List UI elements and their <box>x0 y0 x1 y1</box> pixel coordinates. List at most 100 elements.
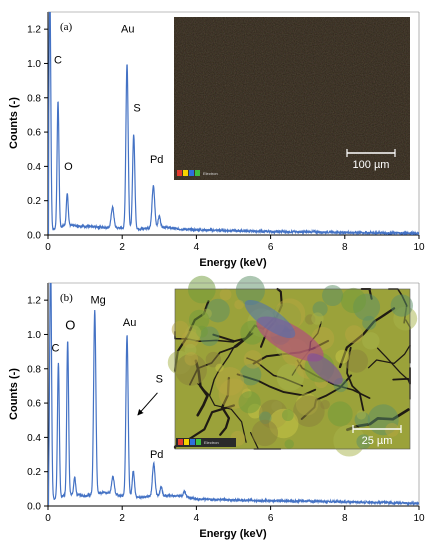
inset-b-region <box>251 419 279 447</box>
panel-a-x-axis-title: Energy (keV) <box>199 257 267 269</box>
panel-a-y-tick-label-3: 0.6 <box>27 128 41 139</box>
inset-b-legend-label: Electron <box>204 440 219 445</box>
inset-b-region <box>205 351 222 368</box>
inset-b-region <box>356 434 372 449</box>
inset-b-region <box>234 299 244 310</box>
panel-a-y-tick-label-0: 0.0 <box>27 231 41 242</box>
panel-a-peak-label-pd: Pd <box>150 154 163 166</box>
panel-b-peak-label-s: S <box>156 373 163 385</box>
inset-a-legend-label: Electron <box>203 171 218 176</box>
inset-b-region-purple <box>307 353 343 385</box>
inset-b-region <box>219 288 232 301</box>
inset-b-legend-swatch-3 <box>190 439 195 445</box>
panel-a-peak-label-c: C <box>54 54 62 66</box>
inset-b-legend-bg <box>176 438 236 447</box>
inset-b-region <box>293 395 325 428</box>
panel-b-axes <box>47 282 420 507</box>
inset-b-region <box>320 399 330 410</box>
inset-a-legend: Electron <box>177 170 218 176</box>
inset-b-legend: Electron <box>176 438 236 447</box>
inset-b-legend-swatch-1 <box>178 439 183 445</box>
panel-b-y-tick-label-0: 0.0 <box>27 502 41 513</box>
panel-a: 100 µm Electron 0 2 4 6 8 10 0.0 0.2 0.4 0.6 0.8 1.… <box>8 11 425 269</box>
panel-b-y-axis-title: Counts (-) <box>8 368 20 420</box>
inset-b-region <box>311 312 324 325</box>
panel-a-x-tick-label-3: 6 <box>268 242 274 253</box>
inset-a-element-map: 100 µm Electron <box>174 17 410 180</box>
panel-b-s-arrow <box>137 392 158 416</box>
panel-a-y-axis-title: Counts (-) <box>8 97 20 149</box>
panel-b-x-axis-title: Energy (keV) <box>199 528 267 540</box>
panel-b-peak-label-c: C <box>51 343 59 355</box>
inset-b-element-map: 25 µm Electron <box>167 275 418 457</box>
inset-b-legend-swatch-2 <box>184 439 189 445</box>
inset-b-region <box>185 325 202 342</box>
inset-b-region <box>322 284 344 307</box>
panel-b-y-tick-label-4: 0.8 <box>27 364 41 375</box>
panel-a-x-tick-label-1: 2 <box>119 242 125 253</box>
panel-a-label: (a) <box>60 21 73 33</box>
inset-b-scale-label: 25 µm <box>362 435 393 447</box>
inset-b-region <box>184 351 199 366</box>
panel-b-x-tick-label-1: 2 <box>119 513 125 524</box>
panel-a-peak-label-o: O <box>64 161 73 173</box>
inset-b-region <box>344 325 364 344</box>
panel-a-y-tick-label-4: 0.8 <box>27 93 41 104</box>
inset-b-region-blue <box>244 299 296 339</box>
inset-b-crack <box>209 334 251 396</box>
inset-a-noise <box>174 17 410 180</box>
panel-a-y-tick-label-1: 0.2 <box>27 196 41 207</box>
inset-b-region <box>344 349 369 373</box>
inset-b-region <box>238 391 261 414</box>
panel-a-x-tick-label-5: 10 <box>413 242 425 253</box>
inset-b-region <box>335 349 350 364</box>
inset-b-region <box>281 409 294 422</box>
panel-b-x-tick-label-4: 8 <box>342 513 348 524</box>
inset-b-frame <box>174 288 411 450</box>
panel-a-y-tick-label-6: 1.2 <box>27 25 41 36</box>
panel-b-y-tick-label-1: 0.2 <box>27 467 41 478</box>
inset-b-region <box>362 315 377 330</box>
panel-b-x-tick-label-3: 6 <box>268 513 274 524</box>
panel-b-peak-label-mg: Mg <box>90 295 105 307</box>
inset-b-region <box>206 298 230 323</box>
panel-a-spectrum-line <box>48 12 419 235</box>
inset-b-region <box>215 367 245 396</box>
panel-b-x-tick-label-2: 4 <box>194 513 200 524</box>
inset-b-region <box>175 353 207 386</box>
inset-b-region <box>356 410 367 420</box>
inset-b-region <box>327 401 353 427</box>
panel-a-y-tick-label-5: 1.0 <box>27 59 41 70</box>
inset-b-region <box>171 320 189 339</box>
panel-a-x-tick-label-2: 4 <box>194 242 200 253</box>
panel-b-peak-label-o: O <box>65 317 75 332</box>
inset-b-legend-swatch-4 <box>196 439 201 445</box>
inset-b-color-regions <box>167 275 418 457</box>
panel-a-peak-label-s: S <box>133 102 140 114</box>
inset-b-region <box>340 287 367 314</box>
inset-b-region <box>385 423 399 437</box>
panel-b-label: (b) <box>60 292 73 304</box>
inset-b-region <box>243 350 263 369</box>
inset-a-scale-label: 100 µm <box>353 159 390 171</box>
inset-b-region <box>188 309 210 331</box>
panel-b-spectrum-line <box>48 283 419 506</box>
panel-b: 25 µm Electron 0 2 4 6 8 10 0.0 0.2 0.4 0.6 0.8 1.0… <box>8 275 425 540</box>
panel-a-ticks: 0 2 4 6 8 10 0.0 0.2 0.4 0.6 0.8 1.0 1.2 <box>27 25 425 253</box>
panel-a-x-tick-label-4: 8 <box>342 242 348 253</box>
inset-b-region <box>239 363 262 386</box>
panel-b-x-tick-label-5: 10 <box>413 513 425 524</box>
panel-a-peak-label-au: Au <box>121 24 134 36</box>
inset-b-region <box>390 294 414 317</box>
panel-a-peak-labels: C O Au S Pd <box>54 24 163 173</box>
panel-b-ticks: 0 2 4 6 8 10 0.0 0.2 0.4 0.6 0.8 1.0 1.2 <box>27 296 425 524</box>
inset-a-legend-swatch-4 <box>195 170 200 176</box>
inset-b-region <box>333 424 366 457</box>
panel-b-peak-label-au: Au <box>123 317 136 329</box>
panel-b-peak-labels: CO Mg Au S Pd <box>51 295 163 461</box>
panel-a-x-tick-label-0: 0 <box>45 242 51 253</box>
panel-a-y-tick-label-2: 0.4 <box>27 162 41 173</box>
panel-b-y-tick-label-2: 0.4 <box>27 433 41 444</box>
inset-a-legend-swatch-3 <box>189 170 194 176</box>
